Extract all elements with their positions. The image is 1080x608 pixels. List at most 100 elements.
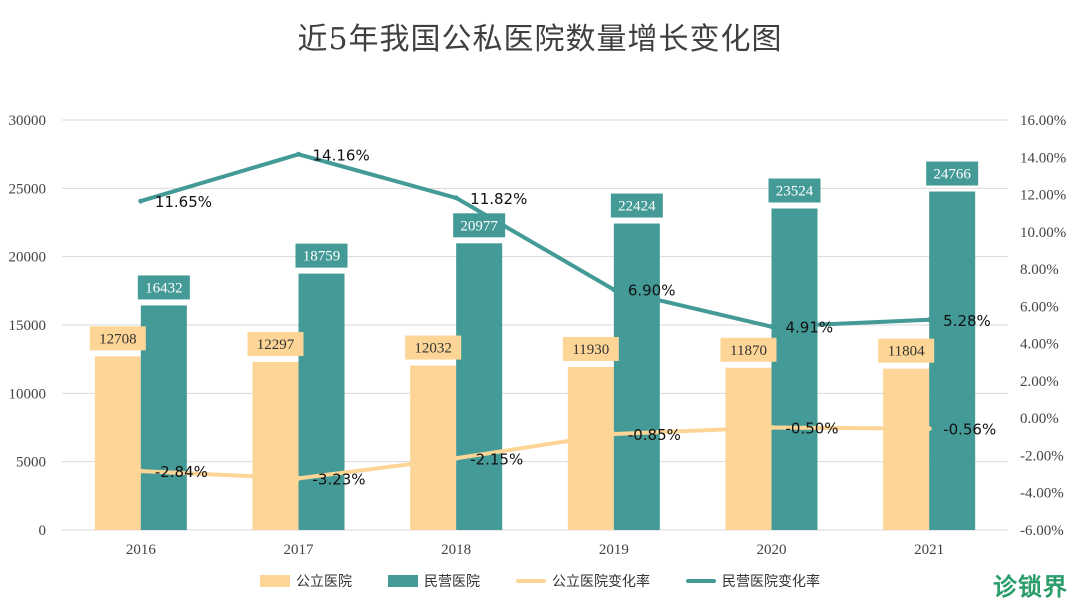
y-right-tick-label: 0.00% bbox=[1020, 411, 1059, 427]
y-left-tick-label: 15000 bbox=[9, 318, 47, 334]
bar-label-box-public bbox=[405, 335, 462, 360]
gridlines bbox=[62, 119, 1008, 531]
bar-label-private: 18759 bbox=[303, 249, 341, 265]
bar-label-private: 22424 bbox=[618, 199, 656, 215]
private-rate-point bbox=[611, 287, 617, 293]
chart-title: 近5年我国公私医院数量增长变化图 bbox=[297, 22, 783, 57]
public-rate-point bbox=[926, 426, 932, 432]
rate-lines bbox=[138, 151, 932, 481]
x-tick-label: 2019 bbox=[599, 542, 629, 558]
left-axis: 0 5000 10000 15000 20000 25000 30000 bbox=[9, 113, 47, 539]
bar-private bbox=[613, 223, 660, 530]
public-rate-label: -0.85% bbox=[628, 426, 681, 444]
public-rate-point bbox=[296, 475, 301, 481]
public-rate-line bbox=[138, 425, 932, 481]
bar-label-box-public bbox=[720, 337, 777, 362]
y-left-tick-label: 0 bbox=[39, 523, 47, 539]
y-left-tick-label: 5000 bbox=[16, 455, 46, 471]
bar-label-box-public bbox=[89, 326, 146, 351]
brand-logo: 诊锁界 bbox=[993, 573, 1068, 601]
public-rate-point bbox=[138, 468, 144, 474]
private-rate-label: 11.65% bbox=[155, 193, 212, 211]
y-right-tick-label: 16.00% bbox=[1020, 113, 1066, 129]
x-tick-label: 2021 bbox=[914, 542, 944, 558]
bar-public bbox=[567, 366, 614, 530]
private-rate-label: 6.90% bbox=[628, 282, 676, 300]
bar-private bbox=[298, 273, 345, 530]
legend-label-private: 民营医院 bbox=[424, 574, 480, 590]
public-rate-label: -2.84% bbox=[155, 463, 208, 481]
private-rate-point bbox=[453, 195, 459, 201]
y-right-tick-label: 14.00% bbox=[1020, 150, 1066, 166]
y-left-tick-label: 20000 bbox=[9, 250, 47, 266]
public-rate-point bbox=[769, 425, 774, 430]
bar-label-public: 11870 bbox=[730, 343, 767, 359]
legend-item-private-rate: 民营医院变化率 bbox=[686, 571, 820, 591]
bar-label-public: 12708 bbox=[99, 331, 137, 347]
bar-public bbox=[252, 361, 299, 530]
public-rate-point bbox=[611, 431, 617, 437]
bar-label-private: 20977 bbox=[460, 218, 498, 234]
legend-item-private: 民营医院 bbox=[388, 571, 480, 591]
bar-label-box-public bbox=[247, 331, 304, 356]
y-left-tick-label: 30000 bbox=[9, 113, 47, 129]
bar-public bbox=[883, 368, 930, 530]
y-right-tick-label: 12.00% bbox=[1020, 188, 1066, 204]
legend-swatch-private-rate bbox=[686, 579, 716, 583]
bar-label-private: 24766 bbox=[933, 167, 971, 183]
bar-label-box-private bbox=[768, 178, 821, 203]
y-right-tick-label: -4.00% bbox=[1020, 486, 1064, 502]
private-rate-label: 11.82% bbox=[470, 190, 527, 208]
bar-public bbox=[410, 365, 457, 530]
legend: 公立医院 民营医院 公立医院变化率 民营医院变化率 bbox=[0, 566, 1080, 596]
y-right-tick-label: -6.00% bbox=[1020, 523, 1064, 539]
private-rate-label: 4.91% bbox=[786, 319, 834, 337]
private-rate-label: 5.28% bbox=[943, 312, 991, 330]
bar-public bbox=[94, 356, 141, 530]
y-right-tick-label: 4.00% bbox=[1020, 337, 1059, 353]
public-rate-label: -3.23% bbox=[313, 470, 366, 488]
bar-label-box-private bbox=[453, 213, 506, 238]
bar-label-box-private bbox=[610, 193, 663, 218]
bar-label-box-private bbox=[926, 161, 979, 186]
bar-label-public: 12032 bbox=[414, 341, 452, 357]
bar-label-public: 12297 bbox=[257, 337, 295, 353]
public-rate-label: -0.50% bbox=[786, 420, 839, 438]
bar-private bbox=[140, 305, 187, 530]
y-left-tick-label: 10000 bbox=[9, 386, 47, 402]
legend-swatch-public-rate bbox=[516, 579, 546, 583]
legend-swatch-private bbox=[388, 575, 418, 587]
x-tick-label: 2018 bbox=[441, 542, 471, 558]
private-rate-point bbox=[296, 151, 301, 157]
x-tick-label: 2016 bbox=[126, 542, 157, 558]
bar-label-private: 23524 bbox=[776, 184, 814, 200]
y-left-tick-label: 25000 bbox=[9, 181, 47, 197]
x-tick-label: 2020 bbox=[757, 542, 787, 558]
bar-private bbox=[929, 191, 976, 531]
legend-item-public-rate: 公立医院变化率 bbox=[516, 571, 650, 591]
bar-label-public: 11804 bbox=[888, 344, 925, 360]
private-rate-point bbox=[926, 317, 932, 323]
public-rate-label: -0.56% bbox=[943, 421, 996, 439]
private-rate-point bbox=[138, 198, 144, 204]
bar-label-box-private bbox=[295, 243, 348, 268]
y-right-tick-label: 10.00% bbox=[1020, 225, 1066, 241]
x-tick-label: 2017 bbox=[284, 542, 315, 558]
legend-label-public: 公立医院 bbox=[296, 574, 352, 590]
private-rate-label: 14.16% bbox=[313, 146, 370, 164]
legend-label-public-rate: 公立医院变化率 bbox=[552, 574, 650, 590]
x-axis: 2016 2017 2018 2019 2020 2021 bbox=[126, 542, 944, 558]
bar-label-box-public bbox=[562, 336, 619, 361]
y-right-tick-label: -2.00% bbox=[1020, 448, 1064, 464]
bar-label-public: 11930 bbox=[572, 342, 609, 358]
bars bbox=[94, 191, 976, 531]
legend-item-public: 公立医院 bbox=[260, 571, 352, 591]
bar-label-box-public bbox=[878, 338, 935, 363]
y-right-tick-label: 6.00% bbox=[1020, 299, 1059, 315]
bar-label-box-private bbox=[137, 275, 190, 300]
bar-public bbox=[725, 367, 772, 530]
bar-private bbox=[771, 208, 818, 530]
public-rate-point bbox=[453, 455, 459, 461]
